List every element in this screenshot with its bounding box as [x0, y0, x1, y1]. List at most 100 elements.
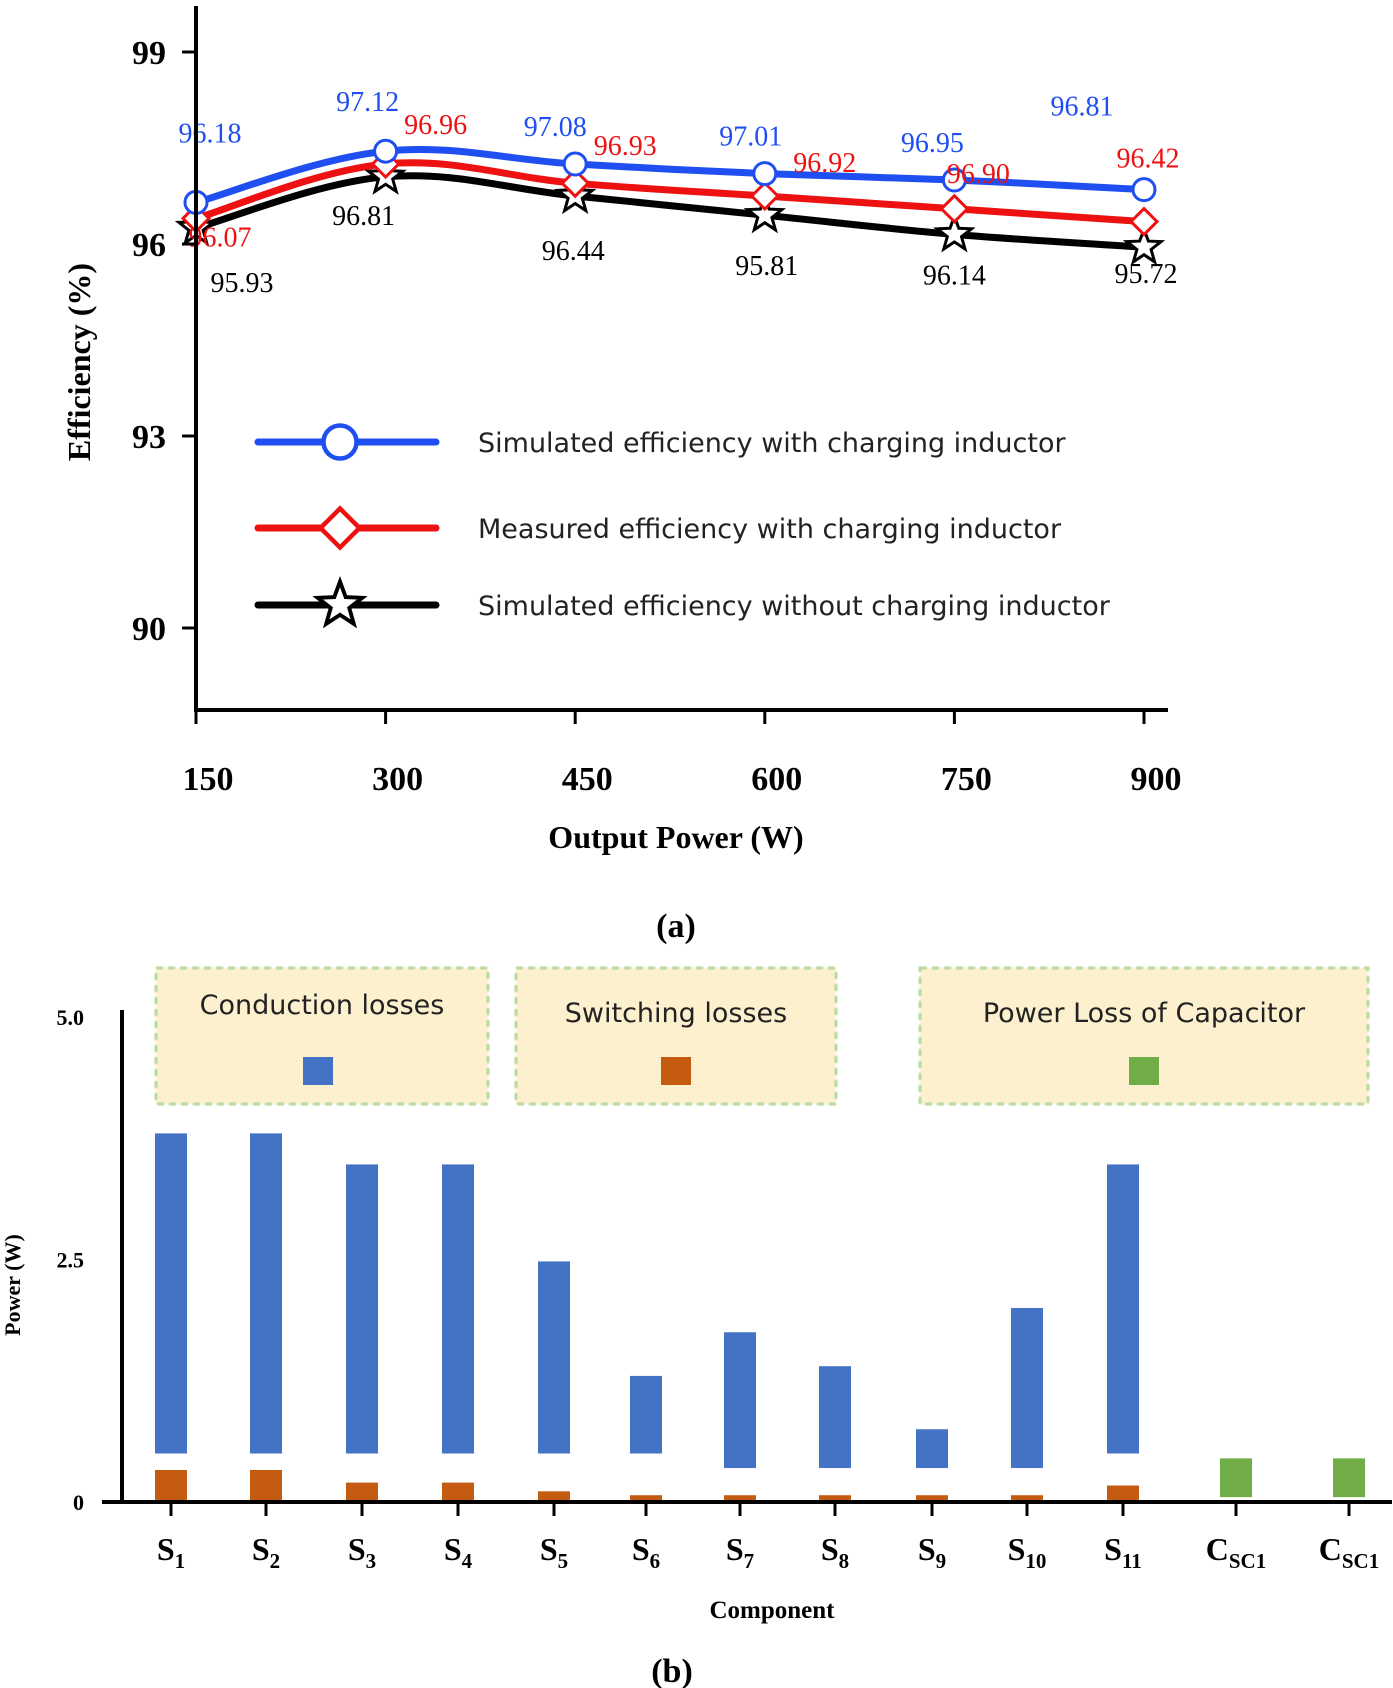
label-subscript: 10 — [1025, 1549, 1046, 1573]
series-2-marker — [743, 192, 787, 234]
point-label: 96.96 — [404, 110, 467, 141]
x-axis-label-b: Component — [709, 1597, 835, 1624]
point-label: 97.01 — [719, 122, 782, 153]
label-subscript: 11 — [1122, 1549, 1142, 1573]
legend-label-b: Switching losses — [565, 998, 787, 1029]
point-label: 96.42 — [1117, 144, 1180, 175]
bar-0-4 — [538, 1261, 570, 1454]
legend-swatch — [661, 1057, 691, 1085]
legend-marker-star — [312, 575, 368, 629]
point-label: 96.95 — [901, 128, 964, 159]
bar-1-8 — [916, 1495, 948, 1502]
point-label: 97.12 — [336, 87, 399, 118]
bar-0-7 — [819, 1366, 851, 1469]
series-lines — [192, 146, 1148, 251]
y-tick-label: 96 — [132, 227, 166, 264]
label-base: C — [1319, 1531, 1342, 1567]
label-subscript: SC1 — [1342, 1549, 1379, 1573]
legend: Simulated efficiency with charging induc… — [254, 423, 1111, 629]
efficiency-chart: 96.18 97.12 97.08 97.01 96.95 96.81 96.07 96.96… — [61, 6, 1182, 945]
point-labels: 96.18 97.12 97.08 97.01 96.95 96.81 96.07 96.96… — [179, 87, 1180, 299]
bar-1-6 — [724, 1495, 756, 1502]
x-tick-label-b: S7 — [726, 1531, 754, 1573]
legend-swatch — [1129, 1057, 1159, 1085]
label-subscript: 9 — [936, 1549, 947, 1573]
y-axis-label-b: Power (W) — [0, 1234, 25, 1336]
label-subscript: 3 — [366, 1549, 377, 1573]
label-subscript: 7 — [744, 1549, 755, 1573]
legend-label-b: Power Loss of Capacitor — [983, 998, 1306, 1029]
series-markers — [174, 138, 1166, 266]
point-label: 96.90 — [947, 159, 1010, 190]
x-axis-label: Output Power (W) — [548, 819, 803, 855]
bar-1-3 — [442, 1482, 474, 1502]
bar-0-9 — [1011, 1308, 1043, 1469]
point-label: 95.93 — [211, 268, 274, 299]
label-base: S — [444, 1531, 462, 1567]
series-line-1 — [192, 159, 1148, 226]
bar-0-0 — [155, 1133, 187, 1454]
x-tick-label: 150 — [183, 761, 234, 798]
series-0-marker — [752, 161, 778, 187]
legend-label-b: Conduction losses — [200, 990, 445, 1021]
bar-0-1 — [250, 1133, 282, 1454]
label-base: S — [348, 1531, 366, 1567]
label-base: S — [540, 1531, 558, 1567]
panel-label-b: (b) — [651, 1653, 693, 1688]
series-0-marker — [1131, 177, 1157, 203]
legend-box — [154, 966, 490, 1106]
x-tick-label-b: CSC1 — [1206, 1531, 1266, 1573]
x-tick-label-b: S5 — [540, 1531, 568, 1573]
point-label: 97.08 — [524, 112, 587, 143]
point-label: 96.44 — [542, 236, 605, 267]
bar-1-10 — [1107, 1485, 1139, 1502]
y-tick-label: 90 — [132, 611, 166, 648]
point-label: 95.72 — [1115, 259, 1178, 290]
legend-marker-circle — [321, 423, 359, 461]
label-base: S — [252, 1531, 270, 1567]
bars — [155, 1133, 1365, 1502]
point-label: 95.81 — [735, 251, 798, 282]
y-tick-label: 93 — [132, 419, 166, 456]
bar-0-8 — [916, 1429, 948, 1469]
label-subscript: 8 — [839, 1549, 850, 1573]
label-subscript: SC1 — [1229, 1549, 1266, 1573]
x-tick-label-b: S1 — [157, 1531, 185, 1573]
label-base: S — [821, 1531, 839, 1567]
x-tick-label-b: S4 — [444, 1531, 473, 1573]
series-1-marker — [749, 180, 780, 212]
x-tick-label-b: S6 — [632, 1531, 660, 1573]
series-0-marker — [373, 138, 399, 164]
legend-marker-diamond — [317, 505, 363, 551]
bar-0-3 — [442, 1164, 474, 1454]
label-base: S — [157, 1531, 175, 1567]
x-ticks: 150 300 450 600 750 900 — [183, 710, 1182, 798]
label-subscript: 6 — [650, 1549, 661, 1573]
label-subscript: 1 — [175, 1549, 186, 1573]
x-tick-label-b: S9 — [918, 1531, 946, 1573]
bar-0-6 — [724, 1332, 756, 1469]
bar-0-5 — [630, 1375, 662, 1454]
bar-0-2 — [346, 1164, 378, 1454]
point-label: 96.81 — [332, 201, 395, 232]
x-tick-label: 300 — [372, 761, 423, 798]
label-base: S — [1104, 1531, 1122, 1567]
bar-1-0 — [155, 1469, 187, 1502]
label-base: S — [918, 1531, 936, 1567]
y-ticks-b: 0 2.5 5.0 — [57, 1005, 85, 1515]
series-0-marker — [562, 151, 588, 177]
legend-label: Simulated efficiency without charging in… — [478, 591, 1111, 622]
point-label: 96.92 — [793, 148, 856, 179]
bar-2-11 — [1220, 1458, 1252, 1498]
y-tick-label-b: 0 — [73, 1490, 84, 1515]
y-axis-label: Efficiency (%) — [61, 263, 97, 461]
y-tick-label-b: 5.0 — [57, 1005, 85, 1030]
label-subscript: 2 — [270, 1549, 281, 1573]
x-tick-label-b: CSC1 — [1319, 1531, 1379, 1573]
series-line-0 — [192, 146, 1148, 206]
y-ticks: 90 93 96 99 — [132, 35, 196, 648]
legend-swatch — [303, 1057, 333, 1085]
point-label: 96.18 — [179, 118, 242, 149]
y-tick-label: 99 — [132, 35, 166, 72]
